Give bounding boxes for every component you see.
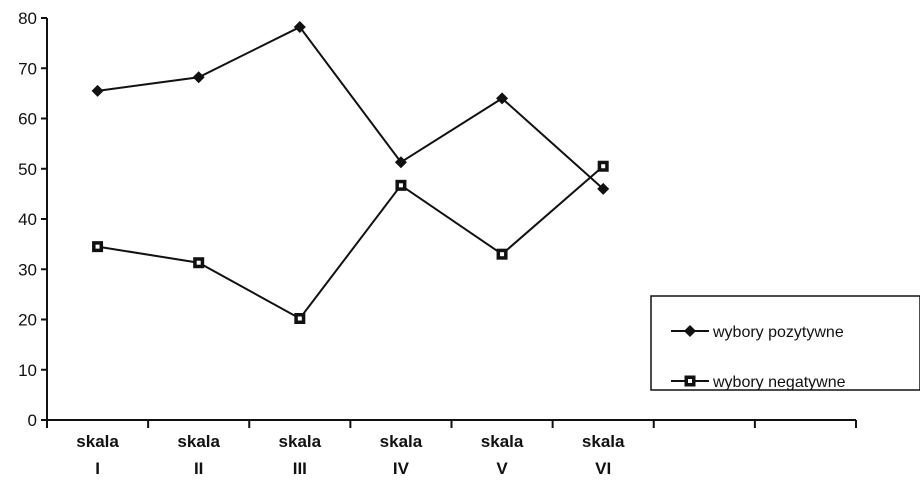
x-category-label: skala VI xyxy=(582,432,625,478)
data-point xyxy=(294,312,306,324)
y-tick-label: 70 xyxy=(18,59,37,78)
data-point xyxy=(193,257,205,269)
x-category-label: skala IV xyxy=(380,432,423,478)
data-point xyxy=(496,248,508,260)
y-tick-label: 40 xyxy=(18,210,37,229)
series-line xyxy=(97,25,604,190)
x-category-label: skala V xyxy=(481,432,524,478)
x-category-label: skala III xyxy=(279,432,322,478)
legend-marker xyxy=(684,375,696,387)
data-point xyxy=(293,21,306,34)
data-point xyxy=(496,92,509,105)
y-tick-label: 50 xyxy=(18,160,37,179)
legend-box xyxy=(650,295,920,391)
x-category-label: skala I xyxy=(76,432,119,478)
series-line xyxy=(97,165,604,320)
data-point xyxy=(192,71,205,84)
data-point xyxy=(395,179,407,191)
legend-marker xyxy=(684,325,696,337)
chart-legend: wybory pozytywne wybory negatywne xyxy=(650,295,920,391)
x-category-label: skala II xyxy=(177,432,220,478)
series-positive xyxy=(91,21,610,195)
legend-item: wybory negatywne xyxy=(671,374,846,391)
y-tick-label: 60 xyxy=(18,110,37,129)
series-negative xyxy=(92,160,609,324)
data-point xyxy=(597,182,610,195)
y-tick-label: 10 xyxy=(18,361,37,380)
data-point xyxy=(394,156,407,169)
legend-label: wybory negatywne xyxy=(712,374,846,391)
y-tick-label: 80 xyxy=(18,9,37,28)
legend-item: wybory pozytywne xyxy=(671,324,844,341)
data-point xyxy=(92,241,104,253)
data-point xyxy=(597,160,609,172)
y-tick-label: 0 xyxy=(28,411,37,430)
y-axis-ticks: 0 10 20 30 40 50 60 70 80 xyxy=(18,9,47,430)
chart-series xyxy=(91,21,610,324)
y-tick-label: 20 xyxy=(18,311,37,330)
legend-label: wybory pozytywne xyxy=(712,324,844,341)
y-tick-label: 30 xyxy=(18,260,37,279)
data-point xyxy=(91,84,104,97)
x-axis-categories: skala I skala II skala III skala IV skala V skala V… xyxy=(76,432,625,478)
